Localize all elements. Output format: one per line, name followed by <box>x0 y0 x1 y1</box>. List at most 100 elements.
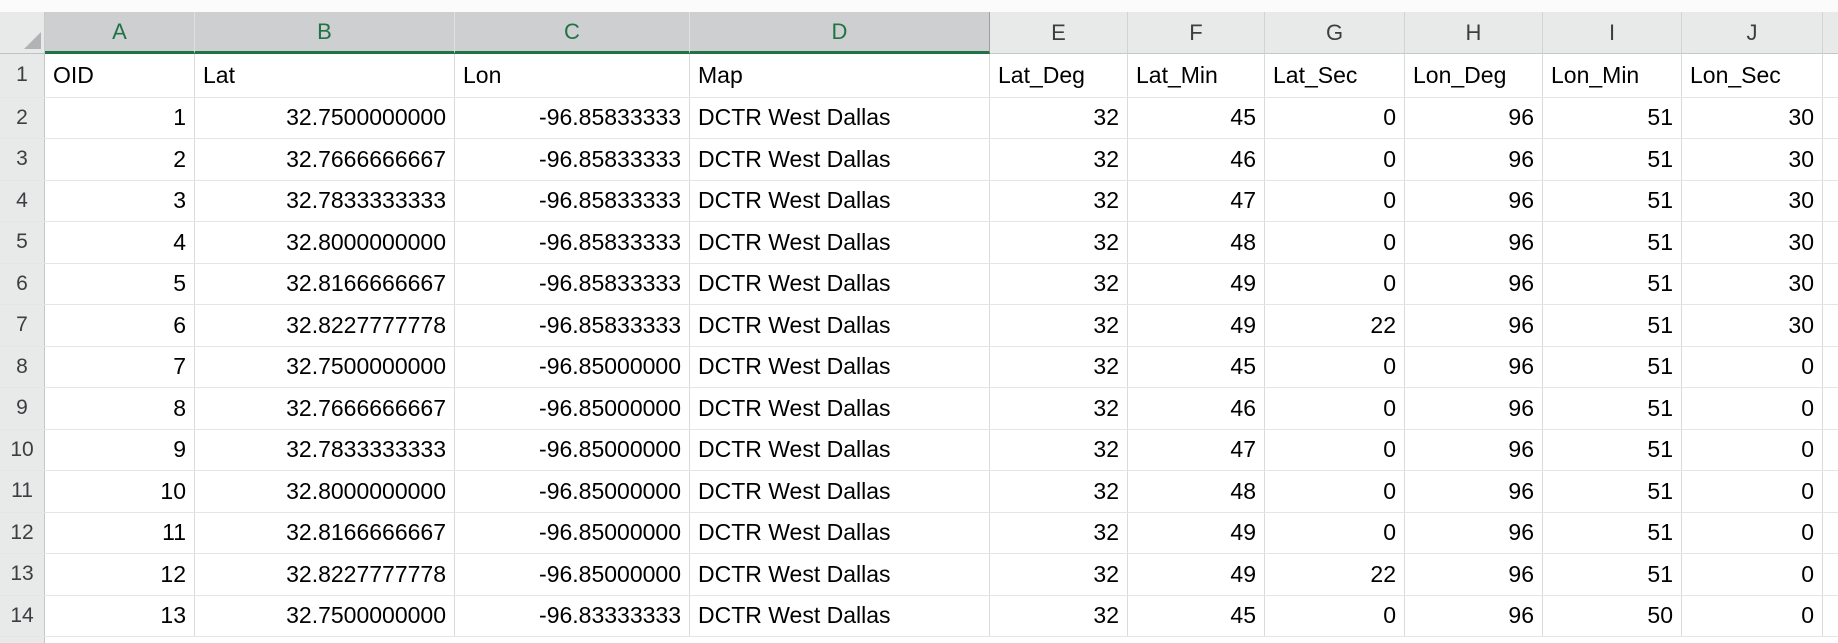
cell-f8[interactable]: 45 <box>1128 346 1265 387</box>
cell-g5[interactable]: 0 <box>1265 222 1405 263</box>
cell-e14[interactable]: 32 <box>990 595 1128 636</box>
cell-a14[interactable]: 13 <box>45 595 195 636</box>
cell-j9[interactable]: 0 <box>1682 388 1823 429</box>
cell-d8[interactable]: DCTR West Dallas <box>690 346 990 387</box>
cell-d4[interactable]: DCTR West Dallas <box>690 180 990 221</box>
cell-g7[interactable]: 22 <box>1265 305 1405 346</box>
cell-d11[interactable]: DCTR West Dallas <box>690 471 990 512</box>
cell-e12[interactable]: 32 <box>990 512 1128 553</box>
cell-c6[interactable]: -96.85833333 <box>455 263 690 304</box>
column-header-i[interactable]: I <box>1543 12 1682 54</box>
column-header-a[interactable]: A <box>45 12 195 54</box>
cell-d6[interactable]: DCTR West Dallas <box>690 263 990 304</box>
cell-g14[interactable]: 0 <box>1265 595 1405 636</box>
cell-a13[interactable]: 12 <box>45 554 195 595</box>
cell-g6[interactable]: 0 <box>1265 263 1405 304</box>
column-header-e[interactable]: E <box>990 12 1128 54</box>
cell-b11[interactable]: 32.8000000000 <box>195 471 455 512</box>
cell-b5[interactable]: 32.8000000000 <box>195 222 455 263</box>
cell-d1[interactable]: Map <box>690 54 990 97</box>
cell-d10[interactable]: DCTR West Dallas <box>690 429 990 470</box>
cell-h2[interactable]: 96 <box>1405 97 1543 138</box>
cell-g2[interactable]: 0 <box>1265 97 1405 138</box>
row-header-10[interactable]: 10 <box>0 429 45 470</box>
cell-b9[interactable]: 32.7666666667 <box>195 388 455 429</box>
cell-g13[interactable]: 22 <box>1265 554 1405 595</box>
row-header-9[interactable]: 9 <box>0 388 45 429</box>
cell-e7[interactable]: 32 <box>990 305 1128 346</box>
cell-f5[interactable]: 48 <box>1128 222 1265 263</box>
cell-h11[interactable]: 96 <box>1405 471 1543 512</box>
row-header-7[interactable]: 7 <box>0 305 45 346</box>
cell-c2[interactable]: -96.85833333 <box>455 97 690 138</box>
cell-j8[interactable]: 0 <box>1682 346 1823 387</box>
cell-c5[interactable]: -96.85833333 <box>455 222 690 263</box>
cell-h6[interactable]: 96 <box>1405 263 1543 304</box>
cell-f1[interactable]: Lat_Min <box>1128 54 1265 97</box>
cell-h10[interactable]: 96 <box>1405 429 1543 470</box>
row-header-2[interactable]: 2 <box>0 97 45 138</box>
column-header-j[interactable]: J <box>1682 12 1823 54</box>
cell-c1[interactable]: Lon <box>455 54 690 97</box>
cell-b14[interactable]: 32.7500000000 <box>195 595 455 636</box>
cell-a7[interactable]: 6 <box>45 305 195 346</box>
cell-i9[interactable]: 51 <box>1543 388 1682 429</box>
cell-h7[interactable]: 96 <box>1405 305 1543 346</box>
column-header-d[interactable]: D <box>690 12 990 54</box>
cell-a12[interactable]: 11 <box>45 512 195 553</box>
cell-e13[interactable]: 32 <box>990 554 1128 595</box>
cell-j12[interactable]: 0 <box>1682 512 1823 553</box>
cell-e5[interactable]: 32 <box>990 222 1128 263</box>
cell-g1[interactable]: Lat_Sec <box>1265 54 1405 97</box>
row-header-14[interactable]: 14 <box>0 595 45 636</box>
cell-i12[interactable]: 51 <box>1543 512 1682 553</box>
cell-j3[interactable]: 30 <box>1682 139 1823 180</box>
cell-i8[interactable]: 51 <box>1543 346 1682 387</box>
cell-b1[interactable]: Lat <box>195 54 455 97</box>
cell-e1[interactable]: Lat_Deg <box>990 54 1128 97</box>
select-all-corner[interactable] <box>0 12 45 54</box>
cell-c10[interactable]: -96.85000000 <box>455 429 690 470</box>
column-header-partial[interactable] <box>1823 12 1838 54</box>
cell-e6[interactable]: 32 <box>990 263 1128 304</box>
cell-g11[interactable]: 0 <box>1265 471 1405 512</box>
cell-d7[interactable]: DCTR West Dallas <box>690 305 990 346</box>
cell-f11[interactable]: 48 <box>1128 471 1265 512</box>
cell-f13[interactable]: 49 <box>1128 554 1265 595</box>
cell-f2[interactable]: 45 <box>1128 97 1265 138</box>
cell-h8[interactable]: 96 <box>1405 346 1543 387</box>
cell-g9[interactable]: 0 <box>1265 388 1405 429</box>
cell-j5[interactable]: 30 <box>1682 222 1823 263</box>
cell-i6[interactable]: 51 <box>1543 263 1682 304</box>
cell-e4[interactable]: 32 <box>990 180 1128 221</box>
cell-h3[interactable]: 96 <box>1405 139 1543 180</box>
cell-g10[interactable]: 0 <box>1265 429 1405 470</box>
cell-e9[interactable]: 32 <box>990 388 1128 429</box>
column-header-f[interactable]: F <box>1128 12 1265 54</box>
row-header-8[interactable]: 8 <box>0 346 45 387</box>
cell-c3[interactable]: -96.85833333 <box>455 139 690 180</box>
cell-j14[interactable]: 0 <box>1682 595 1823 636</box>
cell-d12[interactable]: DCTR West Dallas <box>690 512 990 553</box>
cell-b6[interactable]: 32.8166666667 <box>195 263 455 304</box>
cell-g4[interactable]: 0 <box>1265 180 1405 221</box>
cell-h13[interactable]: 96 <box>1405 554 1543 595</box>
cell-h9[interactable]: 96 <box>1405 388 1543 429</box>
column-header-g[interactable]: G <box>1265 12 1405 54</box>
cell-j2[interactable]: 30 <box>1682 97 1823 138</box>
cell-f3[interactable]: 46 <box>1128 139 1265 180</box>
cell-e8[interactable]: 32 <box>990 346 1128 387</box>
row-header-12[interactable]: 12 <box>0 512 45 553</box>
cell-a2[interactable]: 1 <box>45 97 195 138</box>
cell-f4[interactable]: 47 <box>1128 180 1265 221</box>
cell-a4[interactable]: 3 <box>45 180 195 221</box>
column-header-h[interactable]: H <box>1405 12 1543 54</box>
cell-i3[interactable]: 51 <box>1543 139 1682 180</box>
cell-c11[interactable]: -96.85000000 <box>455 471 690 512</box>
cell-j1[interactable]: Lon_Sec <box>1682 54 1823 97</box>
cell-c13[interactable]: -96.85000000 <box>455 554 690 595</box>
cell-f7[interactable]: 49 <box>1128 305 1265 346</box>
cell-a6[interactable]: 5 <box>45 263 195 304</box>
column-header-b[interactable]: B <box>195 12 455 54</box>
cell-i4[interactable]: 51 <box>1543 180 1682 221</box>
